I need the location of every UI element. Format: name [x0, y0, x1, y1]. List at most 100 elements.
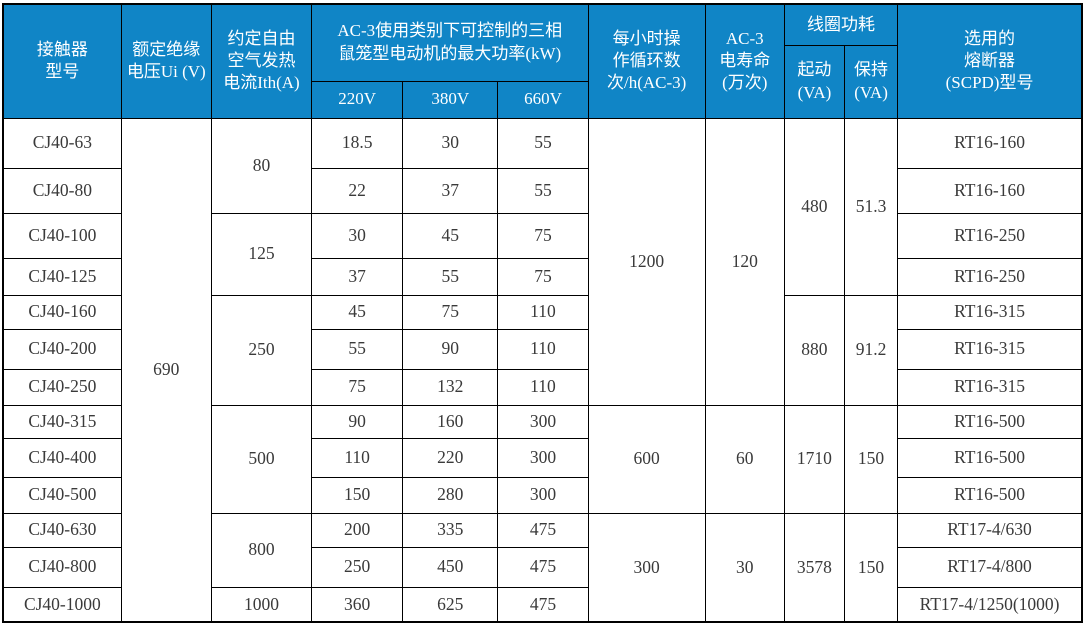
cell-kw-220: 75: [311, 368, 404, 406]
cell-kw-220: 200: [311, 512, 404, 548]
cell-model: CJ40-200: [2, 328, 122, 370]
cell-kw-660: 55: [497, 117, 589, 169]
cell-kw-220: 110: [311, 437, 404, 478]
table-row: CJ40-80 22 37 55 RT16-160: [2, 167, 1083, 214]
cell-holding: 150: [843, 512, 899, 623]
cell-kw-660: 300: [497, 437, 589, 478]
header-insulation-voltage: 额定绝缘 电压Ui (V): [120, 3, 212, 119]
cell-thermal-current: 250: [210, 294, 313, 406]
cell-kw-220: 30: [311, 212, 404, 259]
cell-pickup: 480: [783, 117, 845, 296]
cell-kw-380: 37: [402, 167, 499, 214]
table-row: CJ40-63 690 80 18.5 30 55 1200 120 480 5…: [2, 117, 1083, 623]
cell-cycles: 600: [587, 404, 706, 514]
cell-model: CJ40-80: [2, 167, 122, 214]
cell-kw-380: 55: [402, 257, 499, 296]
cell-model: CJ40-250: [2, 368, 122, 406]
cell-model: CJ40-63: [2, 117, 122, 169]
cell-pickup: 1710: [783, 404, 845, 514]
cell-fuse: RT16-315: [897, 328, 1083, 370]
header-electrical-life: AC-3 电寿命 (万次): [704, 3, 785, 119]
cell-fuse: RT16-315: [897, 294, 1083, 330]
cell-kw-660: 110: [497, 368, 589, 406]
header-coil-power-group: 线圈功耗: [783, 3, 899, 46]
table-row: CJ40-800 250 450 475 RT17-4/800: [2, 546, 1083, 588]
cell-fuse: RT17-4/800: [897, 546, 1083, 588]
cell-model: CJ40-160: [2, 294, 122, 330]
cell-model: CJ40-630: [2, 512, 122, 548]
cell-fuse: RT16-315: [897, 368, 1083, 406]
cell-kw-660: 475: [497, 546, 589, 588]
cell-model: CJ40-800: [2, 546, 122, 588]
cell-kw-660: 75: [497, 212, 589, 259]
cell-fuse: RT16-250: [897, 257, 1083, 296]
cell-model: CJ40-100: [2, 212, 122, 259]
cell-model: CJ40-1000: [2, 586, 122, 623]
cell-kw-380: 220: [402, 437, 499, 478]
cell-cycles: 1200: [587, 117, 706, 406]
header-660v: 660V: [497, 80, 589, 119]
cell-kw-220: 22: [311, 167, 404, 214]
cell-life: 120: [704, 117, 785, 406]
cell-kw-220: 360: [311, 586, 404, 623]
cell-insulation-voltage: 690: [120, 117, 212, 623]
cell-kw-380: 335: [402, 512, 499, 548]
header-coil-pickup: 起动 (VA): [783, 44, 845, 119]
cell-kw-380: 75: [402, 294, 499, 330]
table-row: CJ40-315 500 90 160 300 600 60 1710 150 …: [2, 404, 1083, 514]
contactor-spec-table: 接触器 型号 额定绝缘 电压Ui (V) 约定自由 空气发热 电流Ith(A) …: [2, 3, 1083, 623]
header-max-power-group: AC-3使用类别下可控制的三相 鼠笼型电动机的最大功率(kW): [311, 3, 589, 82]
header-220v: 220V: [311, 80, 404, 119]
cell-cycles: 300: [587, 512, 706, 623]
cell-kw-220: 150: [311, 476, 404, 514]
cell-kw-660: 300: [497, 476, 589, 514]
cell-kw-220: 55: [311, 328, 404, 370]
header-model: 接触器 型号: [2, 3, 122, 119]
cell-fuse: RT17-4/1250(1000): [897, 586, 1083, 623]
cell-kw-220: 37: [311, 257, 404, 296]
cell-kw-660: 110: [497, 328, 589, 370]
cell-kw-220: 18.5: [311, 117, 404, 169]
cell-thermal-current: 1000: [210, 586, 313, 623]
cell-kw-220: 90: [311, 404, 404, 439]
cell-life: 60: [704, 404, 785, 514]
cell-pickup: 880: [783, 294, 845, 406]
cell-thermal-current: 800: [210, 512, 313, 588]
cell-kw-380: 450: [402, 546, 499, 588]
cell-thermal-current: 125: [210, 212, 313, 296]
table-row: CJ40-250 75 132 110 RT16-315: [2, 368, 1083, 406]
cell-kw-660: 110: [497, 294, 589, 330]
cell-kw-660: 55: [497, 167, 589, 214]
cell-model: CJ40-125: [2, 257, 122, 296]
table-row: CJ40-100 125 30 45 75 RT16-250: [2, 212, 1083, 296]
cell-holding: 51.3: [843, 117, 899, 296]
cell-holding: 150: [843, 404, 899, 514]
cell-kw-220: 250: [311, 546, 404, 588]
cell-fuse: RT16-500: [897, 476, 1083, 514]
cell-holding: 91.2: [843, 294, 899, 406]
header-fuse: 选用的 熔断器 (SCPD)型号: [897, 3, 1083, 119]
cell-kw-380: 160: [402, 404, 499, 439]
cell-model: CJ40-400: [2, 437, 122, 478]
cell-fuse: RT16-250: [897, 212, 1083, 259]
cell-life: 30: [704, 512, 785, 623]
cell-kw-380: 45: [402, 212, 499, 259]
cell-fuse: RT17-4/630: [897, 512, 1083, 548]
header-thermal-current: 约定自由 空气发热 电流Ith(A): [210, 3, 313, 119]
cell-pickup: 3578: [783, 512, 845, 623]
cell-kw-660: 475: [497, 586, 589, 623]
table-row: CJ40-200 55 90 110 RT16-315: [2, 328, 1083, 370]
header-coil-holding: 保持 (VA): [843, 44, 899, 119]
header-380v: 380V: [402, 80, 499, 119]
cell-kw-380: 625: [402, 586, 499, 623]
table-row: CJ40-500 150 280 300 RT16-500: [2, 476, 1083, 514]
cell-kw-380: 90: [402, 328, 499, 370]
cell-fuse: RT16-500: [897, 404, 1083, 439]
cell-fuse: RT16-500: [897, 437, 1083, 478]
cell-kw-380: 30: [402, 117, 499, 169]
cell-kw-660: 75: [497, 257, 589, 296]
cell-fuse: RT16-160: [897, 167, 1083, 214]
table-row: CJ40-125 37 55 75 RT16-250: [2, 257, 1083, 296]
cell-kw-380: 132: [402, 368, 499, 406]
